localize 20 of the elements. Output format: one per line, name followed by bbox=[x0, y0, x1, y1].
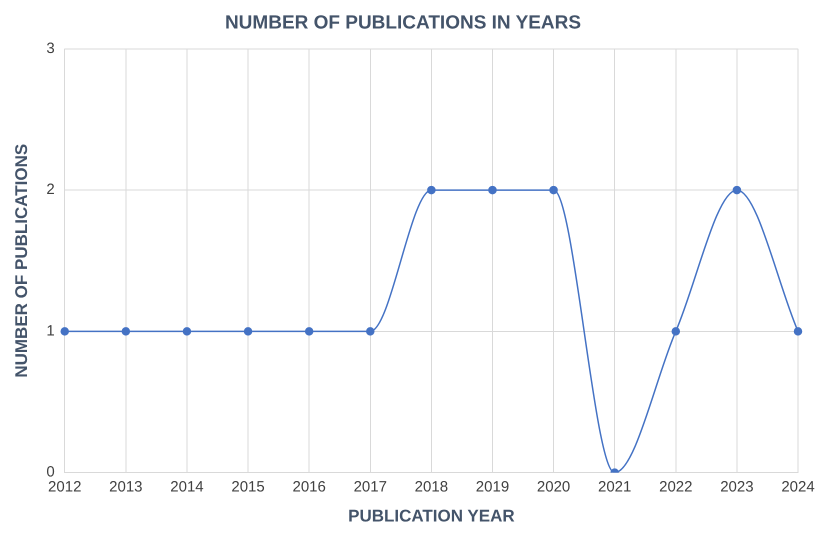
y-axis-title: NUMBER OF PUBLICATIONS bbox=[12, 144, 31, 378]
x-tick-label: 2019 bbox=[476, 478, 510, 496]
x-tick-label: 2021 bbox=[598, 478, 632, 496]
x-tick-label: 2018 bbox=[414, 478, 448, 496]
x-tick-label: 2012 bbox=[48, 478, 82, 496]
x-tick-label: 2014 bbox=[170, 478, 204, 496]
x-tick-label: 2016 bbox=[292, 478, 326, 496]
x-tick-label: 2020 bbox=[536, 478, 570, 496]
x-tick-label: 2024 bbox=[781, 478, 815, 496]
chart-title: NUMBER OF PUBLICATIONS IN YEARS bbox=[224, 12, 582, 34]
x-tick-label: 2017 bbox=[354, 478, 387, 496]
y-tick-label: 3 bbox=[46, 40, 55, 57]
x-tick-label: 2023 bbox=[720, 478, 754, 496]
y-tick-label: 1 bbox=[46, 322, 55, 340]
y-tick-label: 2 bbox=[46, 181, 55, 198]
x-axis-title: PUBLICATION YEAR bbox=[348, 506, 515, 526]
y-tick-label: 0 bbox=[46, 464, 55, 481]
x-tick-label: 2013 bbox=[109, 478, 143, 496]
x-tick-label: 2022 bbox=[659, 478, 692, 496]
x-tick-label: 2015 bbox=[231, 478, 265, 496]
